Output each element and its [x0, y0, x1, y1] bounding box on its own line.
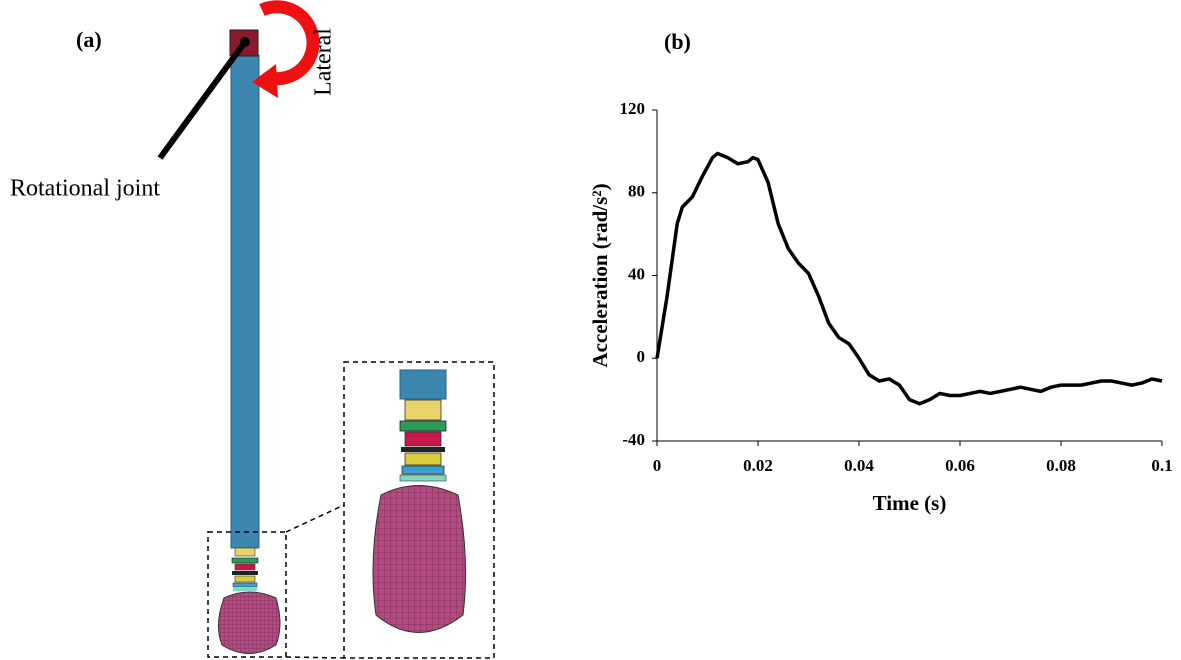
- x-tick-label: 0.1: [1151, 456, 1172, 475]
- vertebra: [232, 582, 258, 588]
- zoom-line: [285, 504, 345, 533]
- head: [218, 591, 281, 654]
- vertebra: [234, 575, 256, 583]
- x-axis-label: Time (s): [873, 491, 947, 515]
- zoom-line: [285, 656, 345, 659]
- rod: [399, 369, 447, 400]
- panel-label: (b): [664, 29, 691, 54]
- zoom-box: [207, 531, 287, 658]
- disc: [399, 420, 447, 432]
- y-tick-label: 120: [620, 99, 646, 118]
- rotation-arrow: [259, 0, 320, 86]
- vertebra: [234, 547, 256, 557]
- rod: [230, 54, 260, 549]
- disc: [399, 474, 447, 482]
- y-tick-label: 40: [628, 264, 645, 283]
- data-line: [655, 151, 1163, 406]
- vertebra: [404, 431, 442, 447]
- y-tick-label: -40: [622, 430, 645, 449]
- y-tick-label: 0: [637, 347, 646, 366]
- x-tick-label: 0: [653, 456, 662, 475]
- disc: [231, 557, 259, 564]
- y-axis-label: Acceleration (rad/s²): [588, 183, 612, 367]
- disc: [401, 447, 445, 452]
- joint-pointer: [157, 40, 248, 160]
- y-tick-label: 80: [628, 182, 645, 201]
- disc: [232, 571, 258, 575]
- x-tick-label: 0.06: [945, 456, 975, 475]
- rotation-label: Lateral: [311, 28, 337, 96]
- x-tick-label: 0.08: [1046, 456, 1076, 475]
- vertebra: [404, 399, 442, 421]
- zoom-detail-box: [343, 361, 495, 659]
- joint-label: Rotational joint: [10, 176, 160, 202]
- head: [372, 485, 467, 633]
- rotation-arrow-head: [252, 64, 278, 98]
- panel-label: (a): [76, 27, 102, 52]
- vertebra: [401, 465, 445, 475]
- chart: -40 0 40 80 120 0 0.02 0.04 0.06 0.08 0.1 Time (s) A…: [588, 99, 1173, 515]
- disc: [233, 588, 257, 591]
- x-tick-label: 0.02: [743, 456, 773, 475]
- x-tick-label: 0.04: [844, 456, 874, 475]
- vertebra: [404, 452, 442, 466]
- vertebra: [234, 563, 256, 571]
